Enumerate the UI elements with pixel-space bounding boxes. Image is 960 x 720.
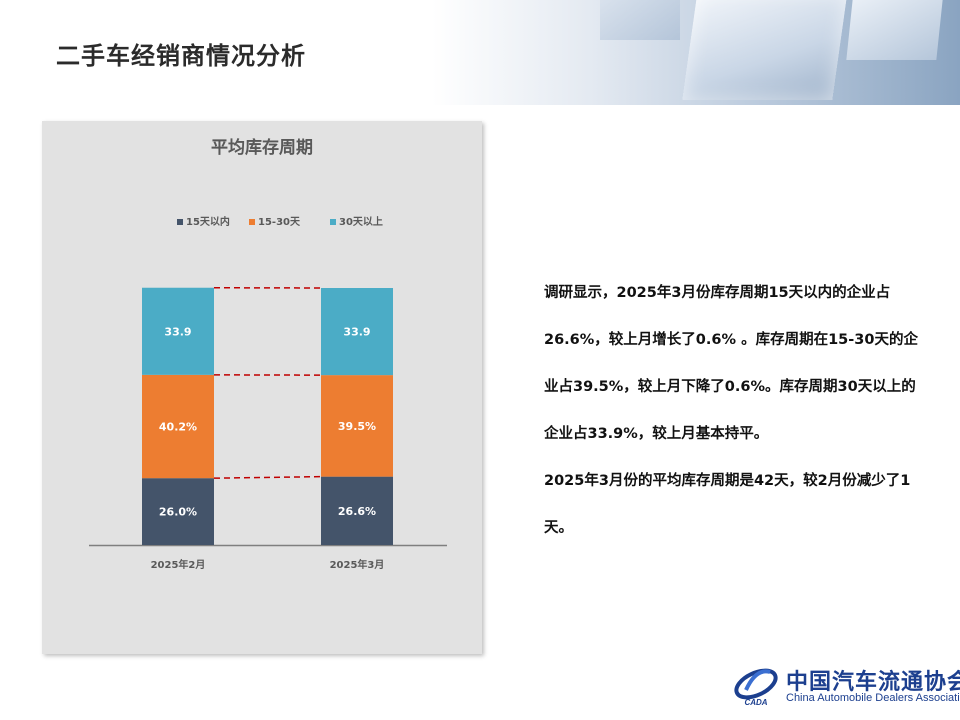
legend-label: 15-30天 bbox=[258, 216, 301, 228]
logo-mark-text: CADA bbox=[744, 698, 767, 707]
category-label: 2025年2月 bbox=[151, 558, 206, 571]
logo-english-name: China Automobile Dealers Association bbox=[786, 692, 960, 704]
bar-segment bbox=[142, 287, 214, 375]
stacked-bar-chart: 平均库存周期 15天以内 15-30天 30天以上 26.0% 40.2% 33.9 2025… bbox=[89, 137, 447, 571]
bar-segment bbox=[142, 478, 214, 545]
decorative-cube bbox=[846, 0, 944, 60]
bar-segment bbox=[321, 288, 393, 376]
page-title: 二手车经销商情况分析 bbox=[56, 42, 306, 70]
legend-label: 30天以上 bbox=[339, 215, 383, 228]
cada-logo-icon: CADA bbox=[734, 668, 778, 707]
legend-swatch bbox=[249, 219, 255, 225]
legend-swatch bbox=[177, 219, 183, 225]
description-text: 调研显示，2025年3月份库存周期15天以内的企业占26.6%，较上月增长了0.… bbox=[544, 270, 924, 552]
connector-line bbox=[213, 475, 322, 479]
header-banner bbox=[0, 0, 960, 105]
bar-segment bbox=[142, 374, 214, 479]
chart-panel: 平均库存周期 15天以内 15-30天 30天以上 26.0% 40.2% 33.9 2025… bbox=[42, 121, 482, 654]
cada-logo: CADA 中国汽车流通协会 China Automobile Dealers A… bbox=[732, 660, 960, 710]
data-label: 33.9 bbox=[343, 326, 370, 339]
data-label: 33.9 bbox=[164, 325, 191, 338]
bar-segment bbox=[321, 375, 393, 477]
data-label: 26.0% bbox=[159, 506, 197, 519]
data-label: 26.6% bbox=[338, 505, 376, 518]
legend-label: 15天以内 bbox=[186, 215, 230, 228]
logo-chinese-name: 中国汽车流通协会 bbox=[786, 669, 960, 695]
legend-swatch bbox=[330, 219, 336, 225]
decorative-cube bbox=[600, 0, 680, 40]
decorative-cube bbox=[682, 0, 848, 100]
description-paragraph: 2025年3月份的平均库存周期是42天，较2月份减少了1天。 bbox=[544, 473, 911, 536]
data-label: 39.5% bbox=[338, 420, 376, 433]
description-paragraph: 调研显示，2025年3月份库存周期15天以内的企业占26.6%，较上月增长了0.… bbox=[544, 285, 918, 442]
bar-segment bbox=[321, 476, 393, 545]
chart-title: 平均库存周期 bbox=[211, 137, 313, 158]
data-label: 40.2% bbox=[159, 421, 197, 434]
category-label: 2025年3月 bbox=[330, 558, 385, 571]
